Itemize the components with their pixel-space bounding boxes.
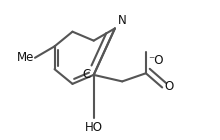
Text: ⁻O: ⁻O [148, 54, 164, 67]
Text: N: N [118, 14, 126, 27]
Text: O: O [165, 80, 174, 93]
Text: C: C [82, 68, 90, 81]
Text: HO: HO [85, 121, 103, 134]
Text: Me: Me [17, 51, 34, 64]
